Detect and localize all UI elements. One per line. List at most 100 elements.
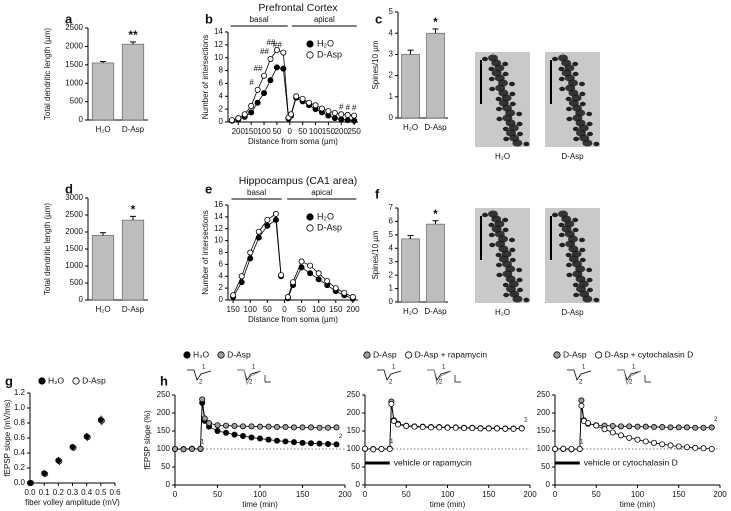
spine [579,257,586,263]
data-point [248,434,255,441]
legend-marker [595,351,603,359]
legend-marker [183,351,191,359]
spine [558,232,565,238]
legend-marker [217,351,225,359]
trace-label: 1 [442,365,446,371]
y-tick-label: 2 [219,283,224,292]
x-tick-label: D-Asp [122,305,145,314]
spine [488,222,495,228]
data-point [338,116,345,123]
spine [489,242,496,248]
data-point [256,435,263,442]
y-tick-label: 6 [219,259,224,268]
data-point [651,424,658,431]
bar [121,43,145,121]
y-tick-label: 100 [537,444,551,453]
spine [587,287,593,293]
data-point [264,216,271,223]
data-point [284,294,291,301]
data-point [254,99,261,106]
spine [509,81,515,87]
spine [509,257,516,263]
spine [512,139,523,147]
y-tick-label: 5 [389,7,394,16]
spine [489,86,496,92]
legend-marker [553,351,561,359]
y-tick-label: 6 [219,79,224,88]
data-point [273,424,280,431]
data-point [386,445,393,452]
x-axis-label: time (min) [430,500,466,509]
legend-label: D-Asp [373,349,397,359]
significance: ## [266,38,275,47]
spine [579,81,585,87]
spine [558,76,565,82]
trace-label: 1 [202,365,206,371]
y-tick-label: 100 [157,444,171,453]
spine [509,237,515,243]
x-tick-label: 150 [672,490,686,499]
y-axis-label: fEPSP slope (mV/ms) [3,399,12,477]
image-caption: D-Asp [561,152,584,161]
y-tick-label: 150 [157,426,171,435]
spine [558,222,565,228]
spine [579,101,586,107]
y-tick-label: 200 [347,408,361,417]
data-point [667,442,674,449]
data-point [312,102,319,109]
data-point [344,117,351,124]
y-tick-label: 7 [389,203,394,212]
data-point [273,47,280,54]
y-tick-label: 0.0 [14,478,26,487]
data-point [659,424,666,431]
x-tick-label: 50 [592,490,601,499]
spine [566,272,573,278]
data-point [684,424,691,431]
data-point [264,222,271,229]
y-tick-label: 0 [389,297,394,306]
trace [427,369,452,386]
spine [582,139,593,147]
y-tick-label: 4 [219,271,224,280]
y-axis-label: Total dendritic length (µm) [43,28,52,121]
x-tick-label: 0.4 [81,488,93,497]
spine [565,96,572,102]
y-tick-label: 10 [214,53,223,62]
data-point [684,444,691,451]
data-point [651,439,658,446]
data-point [307,440,314,447]
data-point [601,426,608,433]
y-tick-label: 6 [389,217,394,226]
data-point [518,425,525,432]
image-caption: H₂O [495,308,510,317]
significance: * [131,203,136,217]
legend-marker [306,51,314,59]
y-tick-label: 0 [79,115,84,124]
spine [502,227,509,233]
significance: ## [260,47,269,56]
data-point [239,433,246,440]
spine [573,292,580,298]
y-tick-label: 0 [79,295,84,304]
data-point [344,111,351,118]
image-caption: H₂O [495,152,510,161]
spine [502,61,509,67]
data-point [560,445,567,452]
data-point [299,439,306,446]
trace [617,369,642,386]
x-tick-label: 0 [173,490,178,499]
y-tick-label: 0 [356,480,361,489]
significance: # [339,102,344,111]
data-point [267,77,274,84]
data-point [493,425,500,432]
data-point [248,102,255,109]
data-point [254,86,261,93]
y-tick-label: 500 [70,278,84,287]
significance: ** [128,28,138,42]
y-tick-label: 1500 [65,244,83,253]
x-tick-label: 200 [713,490,727,499]
significance: ## [273,41,282,50]
data-point [692,424,699,431]
spine [559,242,566,248]
spine [516,111,523,117]
